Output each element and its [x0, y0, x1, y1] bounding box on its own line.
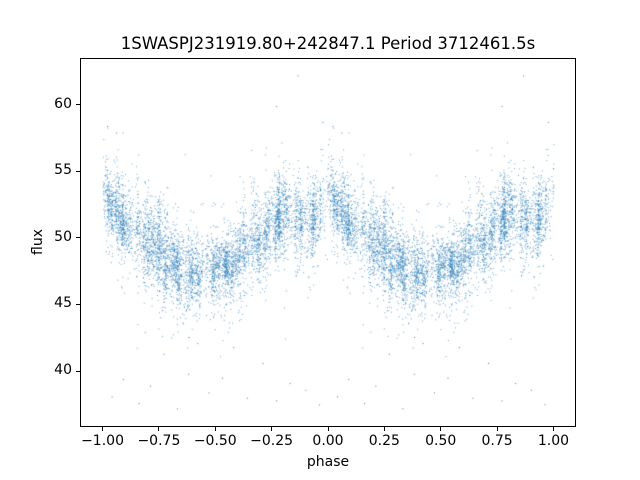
x-tick-label: 0.50	[425, 433, 457, 449]
x-tick-label: 0.25	[368, 433, 400, 449]
x-tick-label: −0.25	[250, 433, 294, 449]
x-tick-label: 0.75	[481, 433, 513, 449]
x-tick	[496, 427, 498, 431]
y-tick	[76, 170, 80, 172]
y-tick	[76, 303, 80, 305]
x-tick	[102, 427, 104, 431]
x-tick-label: −0.75	[137, 433, 181, 449]
x-tick-label: 1.00	[537, 433, 570, 449]
y-tick-label: 60	[54, 95, 72, 112]
x-axis-label: phase	[306, 454, 350, 470]
plot-area	[80, 58, 576, 427]
y-tick-label: 45	[54, 295, 72, 312]
x-tick	[158, 427, 160, 431]
x-tick-label: 0.00	[312, 433, 344, 449]
x-tick	[440, 427, 442, 431]
x-tick	[271, 427, 273, 431]
chart-title: 1SWASPJ231919.80+242847.1 Period 3712461…	[120, 34, 536, 53]
y-tick	[76, 370, 80, 372]
y-tick-label: 40	[54, 362, 72, 379]
y-tick-label: 55	[54, 162, 72, 179]
y-tick	[76, 237, 80, 239]
x-tick	[214, 427, 216, 431]
x-tick-label: −0.50	[193, 433, 237, 449]
x-tick	[552, 427, 554, 431]
x-tick-label: −1.00	[81, 433, 124, 449]
y-tick	[76, 104, 80, 106]
x-tick	[383, 427, 385, 431]
x-tick	[327, 427, 329, 431]
y-tick-label: 50	[54, 228, 72, 245]
